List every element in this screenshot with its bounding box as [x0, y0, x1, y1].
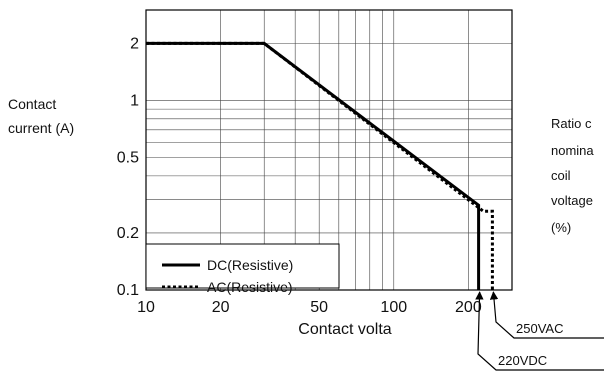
x-tick-label: 100 — [380, 299, 407, 316]
y-axis-label-line-2: current (A) — [8, 120, 74, 136]
plot-frame — [145, 9, 513, 291]
y-tick-labels: 0.1 0.2 0.5 1 2 — [117, 35, 139, 299]
y-tick-label: 2 — [130, 35, 139, 52]
x-tick-label: 20 — [212, 299, 230, 316]
right-label-line-3: coil — [551, 168, 571, 183]
x-tick-label: 200 — [455, 299, 482, 316]
series-line-ac — [146, 41, 494, 290]
series-line-dc — [146, 41, 481, 290]
right-label-line-1: Ratio c — [551, 116, 592, 131]
grid-lines — [146, 10, 512, 290]
y-tick-label: 1 — [130, 92, 139, 109]
callouts: 250VAC 220VDC — [475, 291, 604, 371]
y-tick-label: 0.2 — [117, 225, 139, 242]
callout-label-250vac: 250VAC — [516, 321, 563, 336]
legend-label-dc: DC(Resistive) — [207, 257, 293, 273]
x-tick-label: 10 — [137, 299, 155, 316]
right-label-line-4: voltage — [551, 193, 593, 208]
series-layer — [146, 41, 494, 290]
y-tick-label: 0.5 — [117, 150, 139, 167]
callout-leader-220vdc — [475, 291, 604, 371]
legend-label-ac: AC(Resistive) — [207, 279, 293, 295]
x-tick-labels: 10 20 50 100 200 — [137, 299, 482, 316]
callout-label-220vdc: 220VDC — [498, 353, 547, 368]
right-label-line-5: (%) — [551, 220, 571, 235]
x-axis-label: Contact volta — [298, 321, 391, 338]
legend: DC(Resistive) AC(Resistive) — [145, 243, 340, 295]
x-tick-label: 50 — [310, 299, 328, 316]
y-axis-label-line-1: Contact — [8, 96, 56, 112]
callout-leader-250vac — [489, 291, 604, 339]
right-label-line-2: nomina — [551, 143, 594, 158]
y-tick-label: 0.1 — [117, 282, 139, 299]
